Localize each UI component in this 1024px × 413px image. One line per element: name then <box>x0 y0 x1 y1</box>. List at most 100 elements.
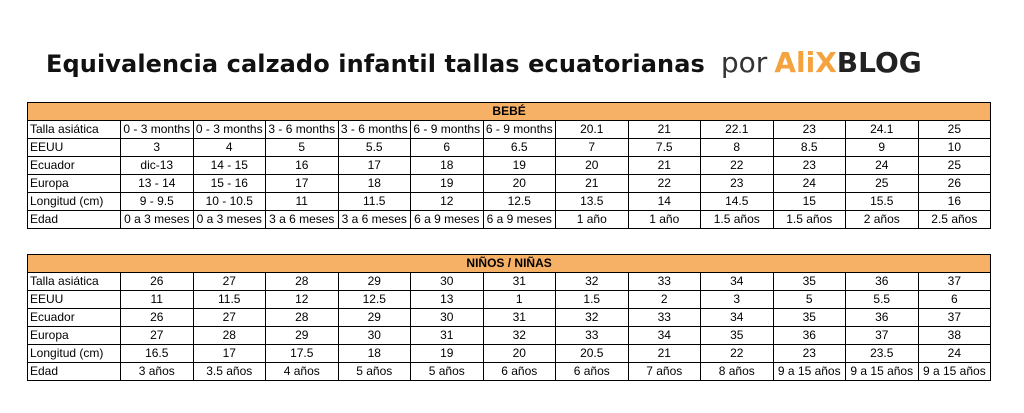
table-cell: 4 años <box>265 362 339 381</box>
table-cell: 7.5 <box>627 138 701 157</box>
table-row: Europa 13 - 14 15 - 16 17 18 19 20 21 22 23 24 25 26 <box>27 174 992 193</box>
table-cell: 3 <box>120 138 194 157</box>
table-cell: 23 <box>700 174 774 193</box>
table-cell: 21 <box>555 174 629 193</box>
table-row: Edad 3 años 3.5 años 4 años 5 años 5 años 6 añ… <box>27 362 992 381</box>
table-cell: 27 <box>192 308 266 327</box>
table-cell: 20.1 <box>555 120 629 139</box>
section-header-row: NIÑOS / NIÑAS <box>26 254 992 273</box>
row-label: Ecuador <box>27 308 121 327</box>
table-cell: 13.5 <box>555 192 629 211</box>
table-cell: 36 <box>845 308 919 327</box>
table-cell: 34 <box>700 308 774 327</box>
table-cell: 0 a 3 meses <box>120 210 194 229</box>
table-cell: 19 <box>482 156 556 175</box>
table-cell: 33 <box>627 308 701 327</box>
table-cell: 3 a 6 meses <box>337 210 411 229</box>
table-cell: 37 <box>845 326 919 345</box>
table-cell: 12 <box>265 290 339 309</box>
table-cell: 8 <box>700 138 774 157</box>
table-cell: 24 <box>845 156 919 175</box>
table-cell: 20.5 <box>555 344 629 363</box>
table-cell: 6 - 9 months <box>410 120 484 139</box>
table-cell: 7 años <box>627 362 701 381</box>
table-cell: 3.5 años <box>192 362 266 381</box>
table-cell: 34 <box>627 326 701 345</box>
table-cell: 6 a 9 meses <box>410 210 484 229</box>
table-cell: 1.5 años <box>772 210 846 229</box>
table-row: Edad 0 a 3 meses 0 a 3 meses 3 a 6 meses 3 a… <box>27 210 992 229</box>
table-row: Ecuador 26 27 28 29 30 31 32 33 34 35 36 37 <box>27 308 992 327</box>
table-cell: 21 <box>627 120 701 139</box>
table-cell: 20 <box>482 174 556 193</box>
table-cell: 29 <box>265 326 339 345</box>
table-cell: 28 <box>265 308 339 327</box>
table-row: Longitud (cm) 9 - 9.5 10 - 10.5 11 11.5 12 12.… <box>27 192 992 211</box>
table-cell: 14 - 15 <box>192 156 266 175</box>
table-cell: 31 <box>482 308 556 327</box>
table-row: EEUU 3 4 5 5.5 6 6.5 7 7.5 8 8.5 9 10 <box>27 138 992 157</box>
table-cell: 9 - 9.5 <box>120 192 194 211</box>
table-cell: 5 años <box>337 362 411 381</box>
table-cell: 2.5 años <box>917 210 992 229</box>
table-cell: 29 <box>337 308 411 327</box>
table-cell: 33 <box>627 272 701 291</box>
table-cell: 16 <box>917 192 992 211</box>
table-cell: 36 <box>845 272 919 291</box>
row-label: Edad <box>27 362 121 381</box>
table-cell: 27 <box>120 326 194 345</box>
table-cell: 30 <box>410 308 484 327</box>
table-cell: 17 <box>337 156 411 175</box>
table-cell: 11 <box>120 290 194 309</box>
table-cell: 27 <box>192 272 266 291</box>
table-cell: 23.5 <box>845 344 919 363</box>
table-cell: 6 años <box>482 362 556 381</box>
table-cell: 25 <box>917 120 992 139</box>
table-row: Talla asiática 0 - 3 months 0 - 3 months 3 … <box>27 120 992 139</box>
table-cell: 19 <box>410 174 484 193</box>
row-label: Ecuador <box>27 156 121 175</box>
table-cell: 15 <box>772 192 846 211</box>
table-cell: 11 <box>265 192 339 211</box>
table-cell: 22 <box>627 174 701 193</box>
table-cell: 32 <box>482 326 556 345</box>
table-cell: 25 <box>845 174 919 193</box>
table-cell: 6 a 9 meses <box>482 210 556 229</box>
table-cell: 1.5 <box>555 290 629 309</box>
table-cell: dic-13 <box>120 156 194 175</box>
section-header: BEBÉ <box>26 102 992 121</box>
table-cell: 18 <box>410 156 484 175</box>
table-cell: 22.1 <box>700 120 774 139</box>
table-cell: 21 <box>627 156 701 175</box>
table-cell: 3 a 6 meses <box>265 210 339 229</box>
table-cell: 23 <box>772 344 846 363</box>
page-header: Equivalencia calzado infantil tallas ecu… <box>46 46 922 86</box>
page-title: Equivalencia calzado infantil tallas ecu… <box>46 50 705 78</box>
table-cell: 16 <box>265 156 339 175</box>
row-label: Europa <box>27 326 121 345</box>
table-cell: 5 años <box>410 362 484 381</box>
table-cell: 37 <box>917 308 992 327</box>
table-cell: 0 - 3 months <box>120 120 194 139</box>
row-label: Edad <box>27 210 121 229</box>
table-cell: 6 - 9 months <box>482 120 556 139</box>
table-cell: 12.5 <box>337 290 411 309</box>
table-cell: 7 <box>555 138 629 157</box>
table-cell: 8.5 <box>772 138 846 157</box>
table-cell: 30 <box>410 272 484 291</box>
table-cell: 20 <box>555 156 629 175</box>
table-cell: 6.5 <box>482 138 556 157</box>
table-cell: 36 <box>772 326 846 345</box>
table-cell: 14 <box>627 192 701 211</box>
table-cell: 35 <box>772 308 846 327</box>
table-cell: 35 <box>772 272 846 291</box>
table-cell: 25 <box>917 156 992 175</box>
table-cell: 28 <box>192 326 266 345</box>
table-cell: 22 <box>700 344 774 363</box>
row-label: EEUU <box>27 138 121 157</box>
table-cell: 14.5 <box>700 192 774 211</box>
table-cell: 5 <box>772 290 846 309</box>
table-cell: 8 años <box>700 362 774 381</box>
table-cell: 1 <box>482 290 556 309</box>
table-cell: 17 <box>265 174 339 193</box>
